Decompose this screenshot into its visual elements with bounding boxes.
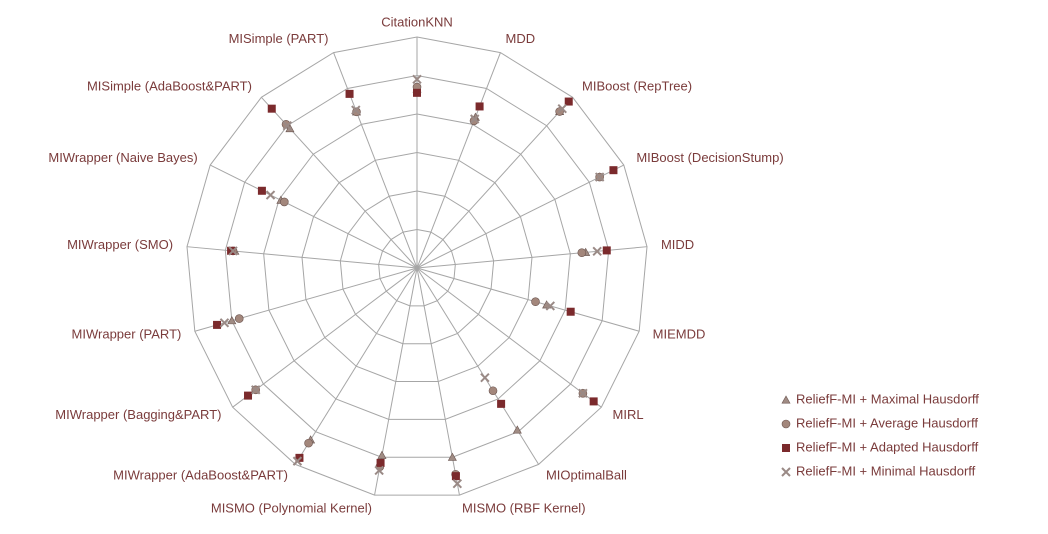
category-label: MIBoost (RepTree) (582, 78, 692, 93)
data-point (351, 105, 361, 115)
category-label: MIRL (613, 407, 644, 422)
grid-ring (224, 74, 610, 458)
spoke (232, 267, 418, 408)
category-label: MIWrapper (PART) (72, 326, 182, 341)
data-point (377, 450, 387, 459)
data-point (234, 314, 244, 323)
data-point (564, 97, 573, 106)
data-point (592, 246, 602, 257)
legend-marker (781, 419, 791, 429)
data-point (257, 186, 266, 195)
spoke (416, 246, 648, 269)
data-point (219, 318, 230, 328)
data-point (304, 438, 313, 448)
spoke (209, 164, 418, 269)
data-point (577, 248, 587, 258)
legend-marker (781, 395, 791, 404)
data-point (578, 388, 588, 398)
data-point (452, 479, 463, 489)
data-point (227, 316, 237, 325)
category-label: MIWrapper (AdaBoost&PART) (113, 468, 288, 483)
data-point (282, 121, 293, 131)
data-point (413, 88, 421, 97)
category-label: MISimple (AdaBoost&PART) (87, 78, 252, 93)
data-point (451, 472, 460, 481)
data-point (447, 452, 457, 461)
spoke (416, 267, 602, 408)
category-label: MIEMDD (653, 326, 706, 341)
data-point (376, 458, 385, 467)
data-point (480, 372, 490, 383)
spoke (333, 52, 418, 269)
category-label: MISimple (PART) (229, 31, 329, 46)
category-label: MIBoost (DecisionStump) (636, 150, 783, 165)
category-label: CitationKNN (381, 14, 453, 29)
data-point (609, 166, 618, 175)
spoke (186, 246, 418, 269)
legend-label: ReliefF-MI + Maximal Hausdorff (796, 391, 979, 406)
data-point (412, 74, 422, 85)
data-point (594, 172, 605, 182)
grid-ring (263, 113, 571, 420)
grid-ring (378, 228, 456, 307)
data-point (475, 102, 484, 111)
data-point (470, 114, 480, 124)
grid-ring (186, 36, 648, 496)
data-point (250, 385, 261, 395)
legend-marker (781, 467, 791, 477)
grid-ring (339, 190, 495, 345)
data-point (602, 246, 611, 255)
category-label: MIWrapper (SMO) (67, 237, 173, 252)
data-point (280, 197, 289, 207)
category-label: MIWrapper (Naive Bayes) (48, 150, 197, 165)
legend-label: ReliefF-MI + Minimal Hausdorff (796, 463, 976, 478)
data-point (512, 425, 522, 434)
data-point (345, 89, 354, 98)
legend-marker (782, 444, 790, 452)
category-label: MISMO (RBF Kernel) (462, 500, 586, 515)
data-point (545, 301, 556, 311)
data-point (531, 297, 540, 307)
category-label: MISMO (Polynomial Kernel) (211, 500, 372, 515)
data-point (497, 399, 506, 408)
data-point (292, 456, 303, 466)
data-point (374, 465, 384, 476)
spoke (416, 267, 640, 332)
category-label: MIWrapper (Bagging&PART) (55, 407, 221, 422)
data-point (589, 397, 598, 406)
data-point (566, 307, 575, 316)
data-point (267, 104, 276, 113)
category-label: MIOptimalBall (546, 468, 627, 483)
category-label: MDD (506, 31, 536, 46)
data-point (213, 320, 222, 329)
spoke (416, 164, 625, 269)
spoke (294, 267, 418, 465)
grid-ring (301, 151, 533, 383)
spoke (416, 96, 573, 269)
category-label: MIDD (661, 237, 694, 252)
data-point (488, 386, 498, 396)
data-point (265, 190, 276, 200)
spoke (416, 52, 501, 269)
legend-label: ReliefF-MI + Adapted Hausdorff (796, 439, 979, 454)
data-point (244, 391, 253, 400)
data-point (228, 246, 238, 256)
legend-label: ReliefF-MI + Average Hausdorff (796, 415, 978, 430)
data-point (227, 246, 236, 255)
data-point (557, 103, 567, 114)
